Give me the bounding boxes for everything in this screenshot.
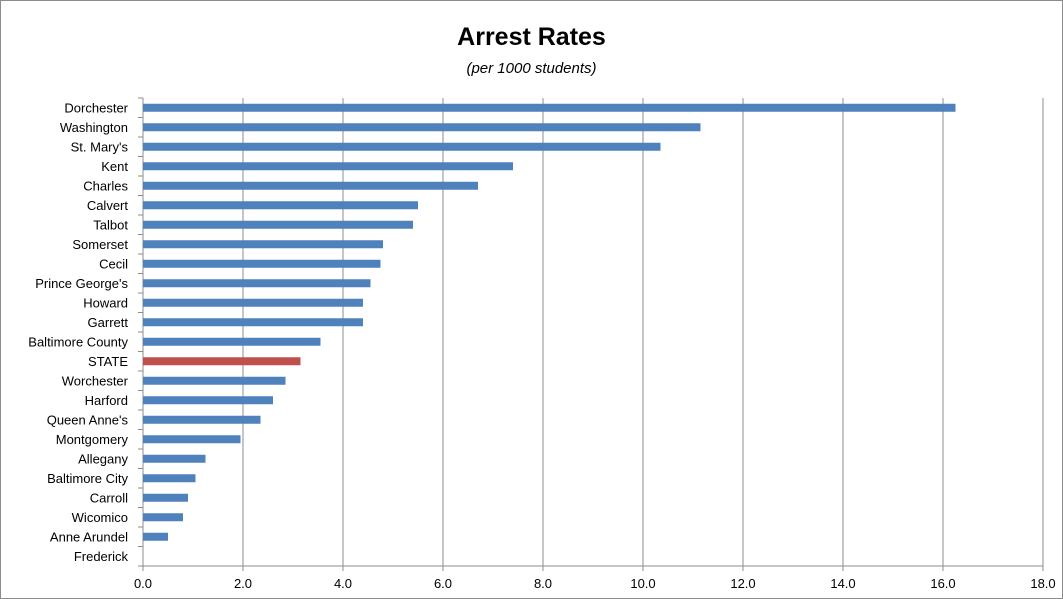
bar: [143, 454, 206, 463]
category-label: Calvert: [87, 198, 129, 213]
bar: [143, 415, 261, 424]
bar: [143, 181, 478, 190]
bar: [143, 279, 371, 288]
bar: [143, 435, 241, 444]
category-label: Washington: [60, 120, 128, 135]
category-label: Somerset: [72, 237, 128, 252]
category-label: STATE: [88, 354, 128, 369]
category-label: Howard: [83, 295, 128, 310]
category-label: Talbot: [93, 217, 128, 232]
x-tick-label: 18.0: [1030, 576, 1055, 591]
category-label: Dorchester: [64, 100, 128, 115]
x-tick-label: 2.0: [234, 576, 252, 591]
chart-subtitle: (per 1000 students): [466, 60, 597, 77]
category-label: St. Mary's: [71, 139, 129, 154]
category-label: Baltimore County: [28, 334, 128, 349]
x-tick-label: 8.0: [534, 576, 552, 591]
bar: [143, 493, 188, 502]
chart-title: Arrest Rates: [457, 23, 606, 51]
x-tick-label: 14.0: [830, 576, 855, 591]
bar: [143, 220, 413, 229]
bar: [143, 240, 383, 249]
category-label: Worchester: [62, 373, 129, 388]
category-label: Wicomico: [72, 510, 128, 525]
category-label: Prince George's: [35, 276, 128, 291]
bar: [143, 201, 418, 210]
category-label: Cecil: [99, 256, 128, 271]
bar: [143, 396, 273, 405]
x-tick-label: 12.0: [730, 576, 755, 591]
category-label: Harford: [85, 393, 128, 408]
bar: [143, 123, 701, 132]
bar: [143, 259, 381, 268]
category-label: Garrett: [88, 315, 129, 330]
bar: [143, 376, 286, 385]
bar: [143, 513, 183, 522]
x-tick-label: 10.0: [630, 576, 655, 591]
category-label: Charles: [83, 178, 128, 193]
bar: [143, 532, 168, 541]
category-label: Frederick: [74, 549, 129, 564]
x-tick-label: 6.0: [434, 576, 452, 591]
category-label: Anne Arundel: [50, 529, 128, 544]
category-label: Montgomery: [56, 432, 129, 447]
bar-highlight: [143, 357, 301, 366]
category-label: Carroll: [90, 490, 128, 505]
bar: [143, 337, 321, 346]
category-label: Kent: [101, 159, 128, 174]
bar: [143, 298, 363, 307]
category-label: Allegany: [78, 451, 128, 466]
bar: [143, 103, 956, 112]
bar: [143, 142, 661, 151]
x-tick-label: 16.0: [930, 576, 955, 591]
bar: [143, 162, 513, 171]
category-label: Baltimore City: [47, 471, 128, 486]
x-tick-label: 4.0: [334, 576, 352, 591]
category-label: Queen Anne's: [47, 412, 129, 427]
x-tick-label: 0.0: [134, 576, 152, 591]
bar: [143, 318, 363, 327]
bar: [143, 474, 196, 483]
